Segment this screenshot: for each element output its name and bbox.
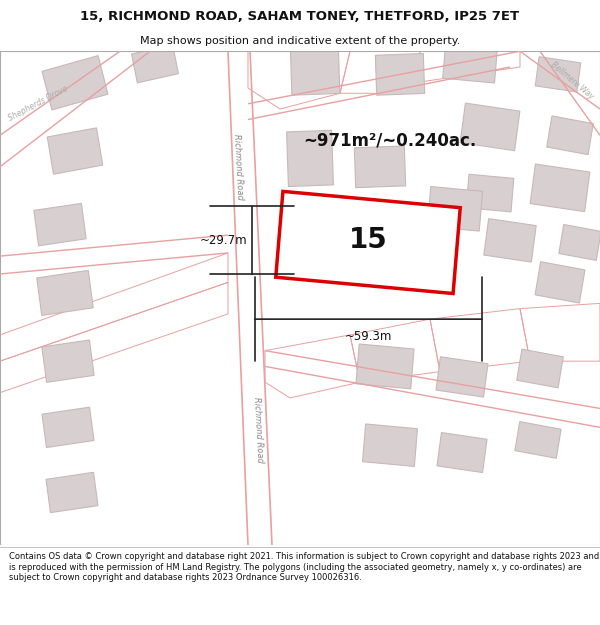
Bar <box>515 422 561 458</box>
Text: Richmond Road: Richmond Road <box>252 396 264 462</box>
Bar <box>443 45 497 83</box>
Bar <box>131 45 178 83</box>
Bar <box>535 262 585 303</box>
Text: Richmond Road: Richmond Road <box>232 134 244 200</box>
Bar <box>427 187 482 231</box>
Text: 15: 15 <box>349 226 388 254</box>
Bar <box>356 344 414 389</box>
Bar <box>460 103 520 151</box>
Text: 15, RICHMOND ROAD, SAHAM TONEY, THETFORD, IP25 7ET: 15, RICHMOND ROAD, SAHAM TONEY, THETFORD… <box>80 10 520 23</box>
Bar <box>355 146 406 188</box>
Text: ~29.7m: ~29.7m <box>199 234 247 247</box>
Text: Contains OS data © Crown copyright and database right 2021. This information is : Contains OS data © Crown copyright and d… <box>9 552 599 582</box>
Text: Bellmere Way: Bellmere Way <box>549 60 595 101</box>
Bar <box>47 128 103 174</box>
Bar <box>535 57 581 92</box>
Text: ~971m²/~0.240ac.: ~971m²/~0.240ac. <box>304 131 476 149</box>
Bar <box>436 357 488 397</box>
Bar <box>559 224 600 261</box>
Bar <box>42 407 94 447</box>
Bar <box>42 340 94 382</box>
Bar <box>287 130 334 186</box>
Bar <box>547 116 593 154</box>
Bar <box>37 271 93 316</box>
Text: Map shows position and indicative extent of the property.: Map shows position and indicative extent… <box>140 36 460 46</box>
Bar <box>376 54 425 95</box>
Bar <box>530 164 590 212</box>
Bar <box>46 472 98 512</box>
Text: Shepherds Drove: Shepherds Drove <box>7 84 70 123</box>
Bar <box>484 219 536 262</box>
Bar <box>437 432 487 472</box>
Bar <box>517 349 563 388</box>
Bar <box>362 424 418 466</box>
Bar <box>466 174 514 212</box>
Bar <box>42 56 108 110</box>
Text: ~59.3m: ~59.3m <box>345 331 392 344</box>
Bar <box>290 39 340 95</box>
Bar <box>34 203 86 246</box>
Bar <box>276 191 460 294</box>
